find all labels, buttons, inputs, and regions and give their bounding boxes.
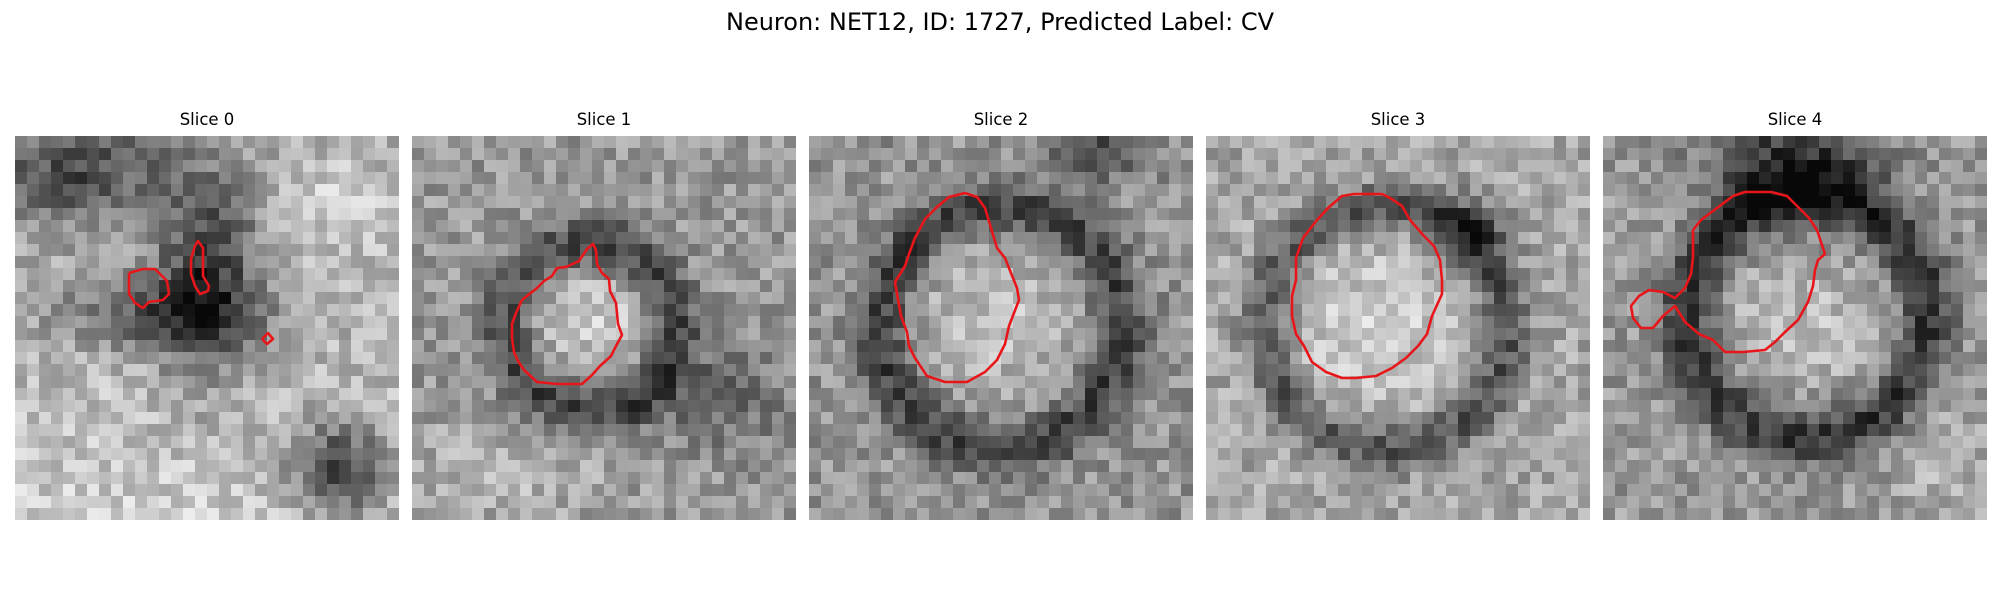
slice-title-4: Slice 4 — [1767, 110, 1823, 129]
slice-image-2 — [809, 136, 1193, 520]
slice-panel-4: Slice 4 — [1603, 108, 1987, 520]
slice-image-0 — [15, 136, 399, 520]
slice-image-3 — [1206, 136, 1590, 520]
pixel-grid — [1603, 136, 1987, 520]
slice-panel-1: Slice 1 — [412, 108, 796, 520]
segmentation-contour — [1629, 190, 1827, 354]
slice-panel-0: Slice 0 — [15, 108, 399, 520]
pixel-grid — [809, 136, 1193, 520]
segmentation-contour — [1290, 192, 1444, 380]
slice-image-1 — [412, 136, 796, 520]
slice-title-3: Slice 3 — [1370, 110, 1426, 129]
figure-title: Neuron: NET12, ID: 1727, Predicted Label… — [726, 8, 1274, 36]
segmentation-contour — [189, 239, 211, 296]
slice-image-4 — [1603, 136, 1987, 520]
pixel-grid — [1206, 136, 1590, 520]
pixel-grid — [412, 136, 796, 520]
slice-panel-3: Slice 3 — [1206, 108, 1590, 520]
segmentation-contour — [510, 242, 624, 386]
pixel-grid — [15, 136, 399, 520]
segmentation-contour — [261, 331, 275, 346]
segmentation-contour — [893, 191, 1021, 384]
slice-panel-2: Slice 2 — [809, 108, 1193, 520]
slice-title-0: Slice 0 — [179, 110, 235, 129]
slice-title-2: Slice 2 — [973, 110, 1029, 129]
segmentation-contour — [127, 267, 171, 310]
slice-title-1: Slice 1 — [576, 110, 632, 129]
